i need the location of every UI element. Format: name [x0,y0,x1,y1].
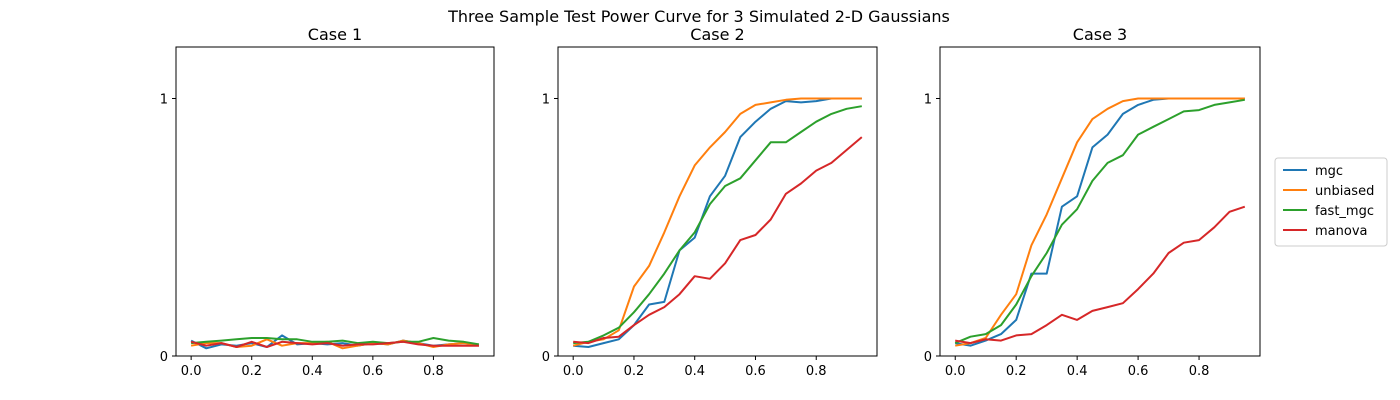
x-tick-label: 0.6 [363,364,384,379]
legend-label: unbiased [1315,184,1374,199]
x-tick-label: 0.4 [302,364,323,379]
legend-label: fast_mgc [1315,204,1374,219]
y-tick-label: 1 [160,93,168,108]
series-line-manova [573,136,863,345]
x-tick-label: 0.8 [1189,364,1210,379]
series-line-manova [955,205,1246,345]
panel-case-3: Case 3 0.0 0.2 0.4 0.6 0.8 0 1 [924,25,1261,379]
x-tick-label: 0.0 [945,364,966,379]
plot-area [176,47,494,356]
series-line-fast-mgc [191,337,480,346]
legend-item-mgc: mgc [1283,164,1343,179]
plot-frame [557,46,878,357]
x-tick-label: 0.8 [423,364,444,379]
y-tick-label: 0 [160,350,168,365]
panel-case-1: Case 1 0.0 0.2 0.4 0.6 0.8 0 1 [160,25,495,379]
x-tick-label: 0.4 [684,364,705,379]
x-tick-label: 0.6 [1128,364,1149,379]
y-tick-label: 0 [924,350,932,365]
y-tick-label: 1 [542,93,550,108]
legend-label: mgc [1315,164,1343,179]
x-tick-label: 0.0 [563,364,584,379]
legend-item-manova: manova [1283,224,1367,239]
series-line-unbiased [955,97,1245,347]
plot-frame [939,46,1261,357]
x-tick-label: 0.2 [1006,364,1027,379]
series-line-manova [190,340,479,348]
legend-item-fast-mgc: fast_mgc [1283,204,1374,219]
x-tick-label: 0.2 [241,364,262,379]
x-tick-label: 0.2 [624,364,645,379]
x-tick-label: 0.8 [806,364,827,379]
series-line-unbiased [572,97,862,347]
panel-title: Case 3 [1073,25,1127,44]
figure-title: Three Sample Test Power Curve for 3 Simu… [447,7,950,26]
legend-item-unbiased: unbiased [1283,184,1374,199]
x-tick-label: 0.0 [181,364,202,379]
x-tick-label: 0.6 [745,364,766,379]
legend-label: manova [1315,224,1367,239]
y-tick-label: 1 [924,93,932,108]
panels: Case 1 0.0 0.2 0.4 0.6 0.8 0 1 Case 2 0.0 0.2 0.4 0.… [160,25,1261,379]
plot-area [558,47,877,356]
plot-frame [175,46,495,357]
y-tick-label: 0 [542,350,550,365]
x-tick-label: 0.4 [1067,364,1088,379]
series-line-fast-mgc [573,105,862,345]
legend-box [1274,157,1388,247]
series-line-mgc [573,97,862,348]
panel-case-2: Case 2 0.0 0.2 0.4 0.6 0.8 0 1 [542,25,878,379]
panel-title: Case 1 [308,25,362,44]
panel-title: Case 2 [690,25,744,44]
series-line-fast-mgc [954,98,1245,345]
